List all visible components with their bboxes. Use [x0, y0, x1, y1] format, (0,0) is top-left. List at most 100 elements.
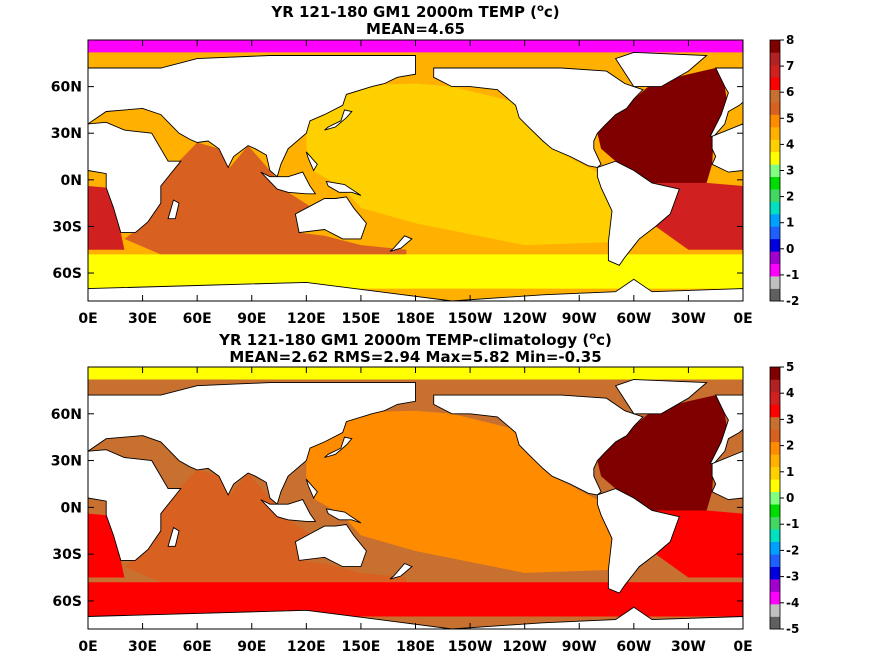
colorbar-segment: [770, 554, 780, 567]
colorbar-segment: [770, 238, 780, 252]
x-tick-label: 30E: [128, 639, 157, 655]
colorbar-segment: [770, 454, 780, 468]
colorbar-segment: [770, 541, 780, 555]
x-tick-label: 120E: [287, 639, 326, 655]
x-tick-label: 60W: [616, 639, 651, 655]
colorbar-segment: [770, 591, 780, 605]
colorbar-segment: [770, 102, 780, 115]
land-mass: [88, 121, 182, 234]
colorbar-label: 0: [786, 242, 794, 256]
colorbar-label: 8: [786, 33, 794, 47]
colorbar-segment: [770, 89, 780, 103]
region-southern-ocean: [88, 254, 743, 289]
panel2-plot-area: [88, 367, 743, 629]
colorbar-segment: [770, 404, 780, 418]
panel2-title-sup: o: [589, 331, 597, 342]
y-tick-label: 0N: [61, 500, 82, 516]
colorbar-segment: [770, 151, 780, 165]
colorbar-label: 1: [786, 216, 794, 230]
panel1-plot-area: [88, 40, 743, 301]
x-tick-label: 0E: [733, 639, 752, 655]
x-tick-label: 150E: [342, 311, 381, 327]
x-tick-label: 90W: [562, 639, 597, 655]
x-tick-label: 30W: [671, 639, 706, 655]
panel1-title-unit: c): [543, 3, 560, 21]
colorbar-segment: [770, 77, 780, 91]
colorbar-label: -3: [786, 570, 799, 584]
x-tick-label: 0E: [78, 639, 97, 655]
colorbar-segment: [770, 466, 780, 480]
land-mass: [167, 526, 180, 547]
panel1-subtitle: MEAN=4.65: [366, 20, 465, 38]
colorbar-segment: [770, 579, 780, 592]
colorbar-segment: [770, 214, 780, 227]
region-south-atlantic: [88, 513, 125, 578]
colorbar-label: 3: [786, 412, 794, 426]
colorbar-label: -1: [786, 517, 799, 531]
colorbar-label: -2: [786, 543, 799, 557]
x-tick-label: 180E: [396, 311, 435, 327]
colorbar-label: 2: [786, 190, 794, 204]
land-mass: [167, 199, 180, 220]
colorbar-segment: [770, 604, 780, 617]
land-mass: [325, 508, 362, 524]
y-tick-label: 60S: [52, 266, 82, 282]
region-south-atlantic: [88, 186, 125, 250]
colorbar-segment: [770, 251, 780, 265]
colorbar-segment: [770, 616, 780, 630]
x-tick-label: 120W: [502, 311, 547, 327]
region-indian-ocean: [124, 142, 407, 258]
colorbar-label: 0: [786, 491, 794, 505]
region-south-atlantic: [652, 510, 743, 578]
colorbar-label: 3: [786, 164, 794, 178]
colorbar-label: -5: [786, 622, 799, 636]
x-tick-label: 150W: [448, 311, 493, 327]
land-mass: [709, 394, 743, 465]
y-tick-label: 60S: [52, 594, 82, 610]
colorbar-segment: [770, 276, 780, 289]
colorbar-segment: [770, 491, 780, 505]
region-north-atlantic: [597, 68, 729, 190]
land-mass: [88, 449, 182, 561]
land-mass: [260, 499, 317, 522]
land-mass: [294, 196, 367, 240]
land-mass: [389, 562, 413, 580]
region-pacific: [306, 410, 616, 573]
land-mass: [260, 171, 317, 195]
colorbar-segment: [770, 566, 780, 580]
y-tick-label: 30N: [51, 454, 82, 470]
colorbar-label: 5: [786, 360, 794, 374]
colorbar-segment: [770, 504, 780, 518]
colorbar-label: 4: [786, 386, 794, 400]
panel1-title-text: YR 121-180 GM1 2000m TEMP (: [271, 3, 538, 21]
colorbar-segment: [770, 40, 780, 53]
colorbar-segment: [770, 176, 780, 190]
panel1-title: YR 121-180 GM1 2000m TEMP (oc) MEAN=4.65: [88, 0, 743, 38]
land-mass: [325, 180, 362, 196]
colorbar-label: 2: [786, 439, 794, 453]
region-indian-ocean: [124, 469, 407, 586]
land-mass: [709, 67, 743, 137]
region-south-atlantic: [652, 182, 743, 250]
colorbar-segment: [770, 416, 780, 430]
land-mass: [389, 235, 413, 252]
x-tick-label: 30W: [671, 311, 706, 327]
x-tick-label: 90W: [562, 311, 597, 327]
y-tick-label: 30S: [52, 219, 82, 235]
region-southern-ocean: [88, 582, 743, 617]
land-mass: [433, 394, 644, 496]
colorbar-label: -4: [786, 596, 799, 610]
land-mass: [711, 123, 743, 173]
land-mass: [305, 151, 318, 172]
colorbar-segment: [770, 288, 780, 302]
colorbar-segment: [770, 391, 780, 405]
y-tick-label: 60N: [51, 407, 82, 423]
region-pacific: [306, 83, 616, 246]
panel1-map: 0E 30E 60E 90E 120E 150E 180E 150W 120W 90W 60W 30W…: [51, 33, 800, 327]
colorbar-segment: [770, 52, 780, 66]
colorbar-segment: [770, 139, 780, 153]
x-tick-label: 60E: [183, 311, 212, 327]
land-mass: [305, 479, 318, 499]
x-tick-label: 0E: [78, 311, 97, 327]
colorbar-label: 4: [786, 137, 794, 151]
